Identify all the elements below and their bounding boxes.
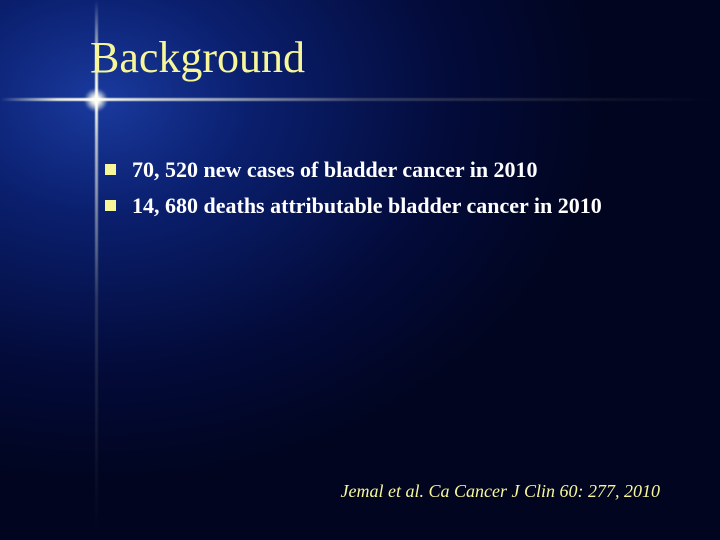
bullet-square-icon (105, 200, 116, 211)
list-item: 70, 520 new cases of bladder cancer in 2… (105, 155, 665, 185)
bullet-text: 14, 680 deaths attributable bladder canc… (132, 191, 602, 221)
bullet-text: 70, 520 new cases of bladder cancer in 2… (132, 155, 538, 185)
bullet-list: 70, 520 new cases of bladder cancer in 2… (105, 155, 665, 226)
slide-title: Background (90, 32, 305, 83)
citation-text: Jemal et al. Ca Cancer J Clin 60: 277, 2… (341, 481, 660, 502)
bullet-square-icon (105, 164, 116, 175)
list-item: 14, 680 deaths attributable bladder canc… (105, 191, 665, 221)
lens-flare-horizontal (0, 98, 720, 101)
lens-flare-core (84, 88, 108, 112)
